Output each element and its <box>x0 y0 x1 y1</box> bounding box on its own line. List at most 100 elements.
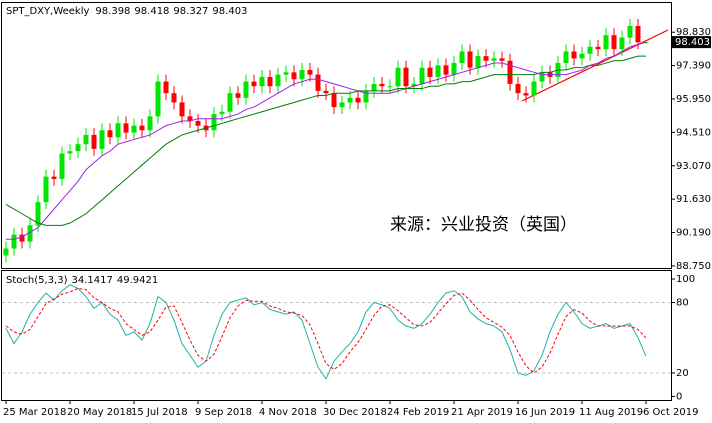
candle-body <box>211 114 217 131</box>
x-tick-label: 6 Oct 2019 <box>643 407 698 418</box>
candle-body <box>11 234 17 249</box>
y-tick-label: 90.190 <box>676 228 711 239</box>
candle-body <box>315 74 321 91</box>
candle-body <box>611 35 617 50</box>
y-tick-label: 95.950 <box>676 94 711 105</box>
candle-body <box>435 65 441 77</box>
x-tick-label: 24 Feb 2019 <box>387 407 449 418</box>
x-tick-label: 25 Mar 2018 <box>3 407 66 418</box>
y-tick-label: 0 <box>676 391 682 402</box>
x-tick-label: 30 Dec 2018 <box>323 407 387 418</box>
x-tick-label: 16 Jun 2019 <box>515 407 575 418</box>
candle-body <box>595 46 601 50</box>
candle-body <box>131 125 137 133</box>
candle-body <box>475 56 481 68</box>
candle-body <box>603 35 609 50</box>
candle-body <box>43 176 49 203</box>
candle-body <box>27 225 33 242</box>
close-value: 98.403 <box>212 6 247 17</box>
series-line <box>6 41 647 240</box>
y-tick-label: 80 <box>676 297 689 308</box>
series-line <box>5 55 646 226</box>
candle-body <box>51 176 57 179</box>
candle-body <box>451 63 457 75</box>
candle-body <box>187 116 193 122</box>
candle-body <box>443 65 449 75</box>
candle-body <box>379 83 385 87</box>
candle-body <box>395 67 401 87</box>
candle-body <box>539 72 545 82</box>
x-tick-label: 11 Aug 2019 <box>579 407 643 418</box>
candle-body <box>291 72 297 80</box>
x-tick-label: 9 Sep 2018 <box>195 407 252 418</box>
candle-body <box>123 123 129 133</box>
candle-body <box>219 111 225 115</box>
candle-body <box>283 72 289 75</box>
series-line <box>5 284 647 380</box>
candle-body <box>419 67 425 84</box>
candle-body <box>579 53 585 59</box>
y-tick-label: 20 <box>676 368 689 379</box>
high-value: 98.418 <box>134 6 169 17</box>
candle-body <box>19 234 25 242</box>
candle-body <box>251 81 257 87</box>
candle-body <box>403 67 409 87</box>
x-tick-label: 15 Jul 2018 <box>131 407 188 418</box>
candle-body <box>371 83 377 91</box>
candle-body <box>3 248 9 256</box>
candle-body <box>523 93 529 96</box>
header: SPT_DXY,Weekly 98.398 98.418 98.327 98.403 <box>6 6 247 17</box>
stoch-header: Stoch(5,3,3) 34.1417 49.9421 <box>6 275 158 286</box>
x-tick-label: 21 Apr 2019 <box>451 407 513 418</box>
k-value: 34.1417 <box>71 275 112 286</box>
candle-body <box>531 81 537 96</box>
candle-body <box>139 125 145 131</box>
candle-body <box>499 58 505 61</box>
main-panel <box>1 2 672 269</box>
candle-body <box>347 97 353 103</box>
candle-body <box>387 86 393 88</box>
candle-body <box>163 81 169 94</box>
candle-body <box>571 51 577 59</box>
candle-body <box>275 74 281 87</box>
y-tick-label: 98.830 <box>676 27 711 38</box>
candle-body <box>483 56 489 61</box>
open-value: 98.398 <box>95 6 130 17</box>
candle-body <box>171 93 177 103</box>
candle-body <box>331 93 337 108</box>
candle-body <box>355 97 361 103</box>
candle-body <box>323 90 329 94</box>
x-tick-label: 4 Nov 2018 <box>259 407 317 418</box>
candle-body <box>243 81 249 98</box>
candle-body <box>91 134 97 149</box>
candle-body <box>99 130 105 149</box>
candle-body <box>107 130 113 138</box>
candle-body <box>147 116 153 131</box>
series-line <box>5 287 647 374</box>
candle-body <box>67 151 73 154</box>
candle-body <box>75 144 81 152</box>
candle-body <box>363 90 369 103</box>
price-box <box>672 36 711 49</box>
low-value: 98.327 <box>173 6 208 17</box>
candle-body <box>339 102 345 108</box>
candle-body <box>227 93 233 112</box>
y-tick-label: 94.510 <box>676 127 711 138</box>
candle-body <box>507 60 513 84</box>
candle-body <box>411 83 417 87</box>
candle-body <box>267 76 273 87</box>
candle-body <box>195 121 201 126</box>
candle-body <box>627 25 633 38</box>
candle-body <box>515 83 521 94</box>
y-tick-label: 100 <box>676 274 695 285</box>
candle-body <box>467 51 473 68</box>
candle-body <box>235 93 241 98</box>
stoch-title: Stoch(5,3,3) <box>6 275 68 286</box>
d-value: 49.9421 <box>117 275 158 286</box>
candle-body <box>259 76 265 87</box>
candle-body <box>427 67 433 77</box>
candle-body <box>619 37 625 50</box>
candle-body <box>83 134 89 145</box>
